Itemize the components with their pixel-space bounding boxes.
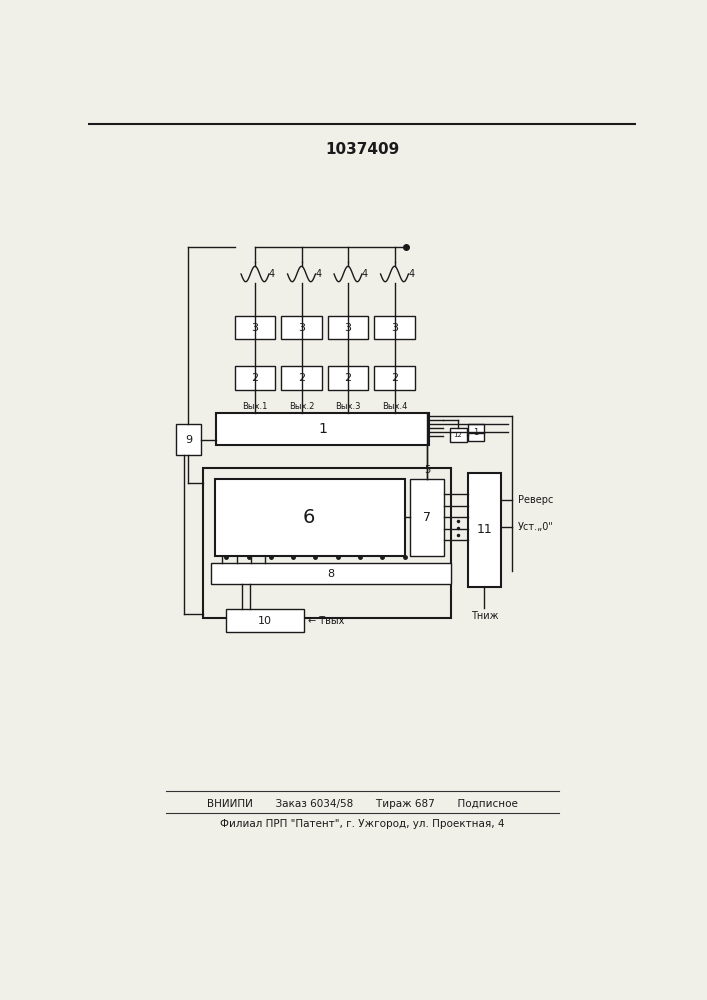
- Bar: [211, 563, 451, 584]
- Text: Вых.1: Вых.1: [243, 402, 268, 411]
- Text: 6: 6: [303, 508, 315, 527]
- Text: 1: 1: [318, 422, 327, 436]
- Bar: [235, 366, 275, 389]
- Bar: [215, 479, 404, 556]
- Text: 2: 2: [344, 373, 351, 383]
- Bar: [468, 424, 484, 441]
- Bar: [374, 316, 414, 339]
- Bar: [410, 479, 444, 556]
- Text: Филиал ПРП "Патент", г. Ужгород, ул. Проектная, 4: Филиал ПРП "Патент", г. Ужгород, ул. Про…: [220, 819, 504, 829]
- Bar: [203, 468, 451, 618]
- Text: 2: 2: [252, 373, 259, 383]
- Text: 4: 4: [269, 269, 275, 279]
- Text: 4: 4: [409, 269, 414, 279]
- Text: Тниж: Тниж: [471, 611, 498, 621]
- Bar: [216, 413, 429, 445]
- Text: 5: 5: [424, 465, 430, 475]
- Text: Реверс: Реверс: [518, 495, 553, 505]
- Bar: [468, 473, 501, 587]
- Text: ВНИИПИ       Заказ 6034/58       Тираж 687       Подписное: ВНИИПИ Заказ 6034/58 Тираж 687 Подписное: [206, 799, 518, 809]
- Text: 1037409: 1037409: [325, 142, 399, 157]
- Bar: [176, 424, 201, 455]
- Bar: [281, 316, 322, 339]
- Text: Вых.4: Вых.4: [382, 402, 407, 411]
- Text: 3: 3: [298, 323, 305, 333]
- Text: 3: 3: [252, 323, 259, 333]
- Text: 4: 4: [315, 269, 322, 279]
- Bar: [328, 316, 368, 339]
- Text: Уст.„0": Уст.„0": [518, 522, 554, 532]
- Text: ← Твых: ← Твых: [308, 615, 344, 626]
- Text: 3: 3: [344, 323, 351, 333]
- Text: 9: 9: [185, 435, 192, 445]
- Text: 7: 7: [423, 511, 431, 524]
- Bar: [374, 366, 414, 389]
- Bar: [235, 316, 275, 339]
- Bar: [328, 366, 368, 389]
- Text: 12: 12: [454, 432, 462, 438]
- Text: Вых.2: Вых.2: [289, 402, 314, 411]
- Bar: [226, 609, 304, 632]
- Text: 1: 1: [473, 428, 479, 437]
- Text: 3: 3: [391, 323, 398, 333]
- Text: Вых.3: Вых.3: [335, 402, 361, 411]
- Text: 2: 2: [391, 373, 398, 383]
- Text: 2: 2: [298, 373, 305, 383]
- Text: 11: 11: [477, 523, 492, 536]
- Bar: [281, 366, 322, 389]
- Text: 10: 10: [258, 615, 272, 626]
- Text: 8: 8: [327, 569, 334, 579]
- Text: 4: 4: [362, 269, 368, 279]
- Bar: [450, 428, 467, 442]
